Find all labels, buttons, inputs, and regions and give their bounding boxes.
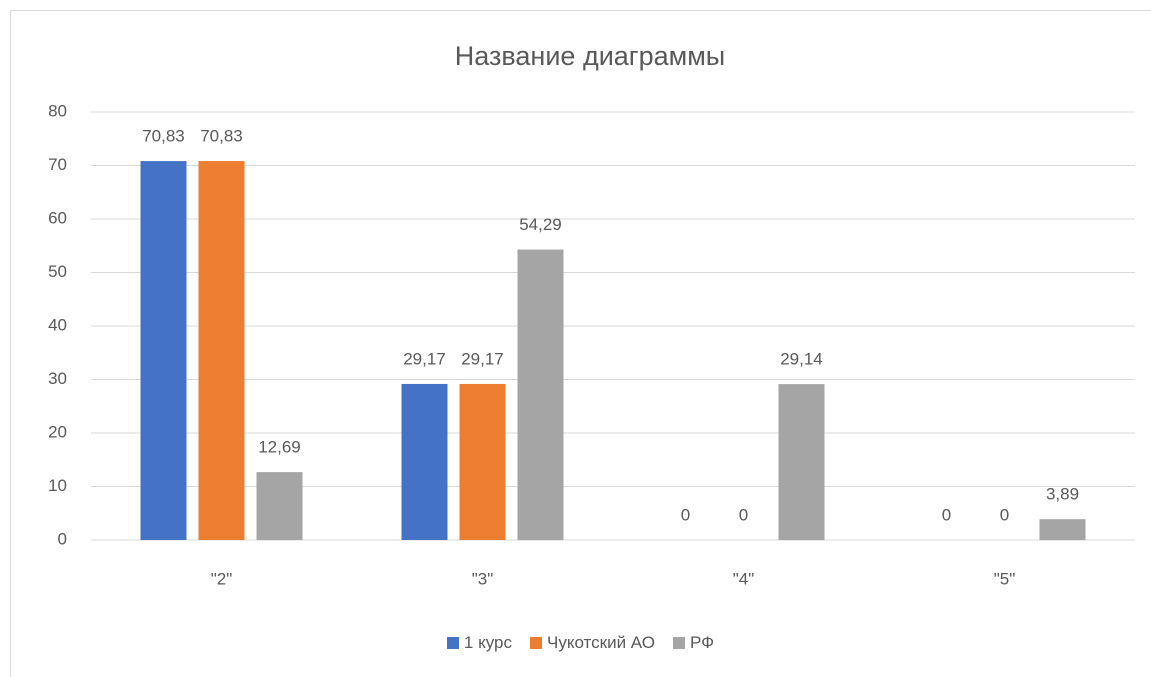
legend-label: 1 курс (463, 633, 512, 652)
x-tick-label: "4" (733, 569, 755, 588)
y-tick-label: 0 (58, 529, 67, 548)
bar (1039, 519, 1086, 540)
y-tick-label: 10 (48, 476, 67, 495)
data-label: 0 (681, 505, 690, 524)
legend-item: Чукотский АО (530, 633, 655, 653)
bar (778, 384, 825, 540)
bar (401, 383, 448, 540)
bar (140, 161, 187, 540)
y-tick-label: 30 (48, 369, 67, 388)
data-label: 70,83 (142, 127, 185, 146)
legend-swatch (530, 637, 542, 649)
legend-item: 1 курс (446, 633, 512, 653)
legend-swatch (446, 637, 459, 649)
bar (459, 383, 506, 540)
y-tick-label: 50 (48, 262, 67, 281)
chart-title: Название диаграммы (455, 41, 725, 71)
y-tick-label: 40 (48, 315, 67, 334)
y-tick-label: 80 (48, 101, 67, 120)
x-tick-label: "2" (211, 569, 233, 588)
y-tick-label: 20 (48, 422, 67, 441)
chart-frame (10, 10, 1151, 677)
data-label: 3,89 (1046, 485, 1079, 504)
bar (517, 249, 564, 540)
legend-swatch (672, 637, 685, 649)
data-label: 70,83 (200, 127, 243, 146)
data-label: 29,14 (780, 350, 823, 369)
data-label: 29,17 (461, 349, 504, 368)
legend-label: РФ (689, 633, 715, 652)
legend: 1 курс Чукотский АО РФ (10, 633, 1151, 653)
data-label: 12,69 (258, 438, 301, 457)
bar (256, 472, 303, 540)
data-label: 0 (739, 505, 748, 524)
data-label: 29,17 (403, 349, 446, 368)
x-tick-label: "3" (472, 569, 494, 588)
x-tick-label: "5" (994, 569, 1016, 588)
data-label: 54,29 (519, 215, 562, 234)
y-tick-label: 60 (48, 208, 67, 227)
legend-item: РФ (672, 633, 715, 653)
data-label: 0 (1000, 505, 1009, 524)
legend-label: Чукотский АО (547, 633, 655, 652)
y-tick-label: 70 (48, 155, 67, 174)
data-label: 0 (942, 505, 951, 524)
bar (198, 161, 245, 540)
